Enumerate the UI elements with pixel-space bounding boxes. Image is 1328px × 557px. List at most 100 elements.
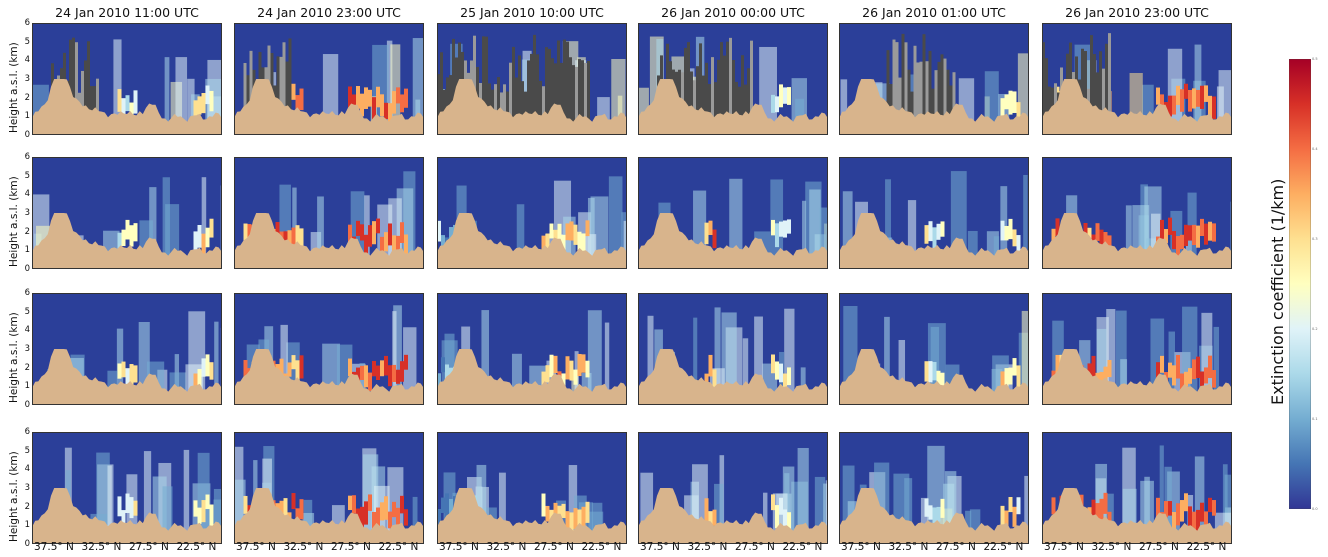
terrain-profile [638,349,828,405]
terrain-profile [839,79,1029,135]
extinction-cell [553,355,558,374]
extinction-cell [1008,90,1013,115]
extinction-cell [545,233,550,254]
extinction-cell [795,98,805,125]
extinction-cell [1208,221,1212,241]
extinction-cell [950,171,967,259]
panel-title: 26 Jan 2010 01:00 UTC [862,5,1006,20]
y-tick-label: 1 [24,111,30,122]
extinction-cell [1091,355,1096,377]
extinction-cell [129,497,134,519]
extinction-cell [1103,492,1108,514]
y-tick-label: 2 [24,501,30,512]
extinction-cell [121,510,126,528]
extinction-cell [1184,83,1188,99]
extinction-cell [1180,500,1184,522]
y-tick-label: 5 [24,306,30,317]
panel-frame [234,293,424,405]
cloud-mask-cell [473,35,476,135]
extinction-cell [175,57,188,125]
extinction-cell [404,354,408,370]
extinction-cell [133,90,138,114]
y-tick-label: 0 [24,130,30,140]
extinction-cell [1017,53,1029,125]
extinction-cell [356,86,360,109]
extinction-cell [884,316,890,395]
extinction-cell [1156,497,1160,519]
extinction-cell [581,372,592,395]
colorbar-tick-label: 0.4 [1312,147,1318,151]
extinction-cell [708,220,713,235]
cloud-mask-cell [928,50,932,135]
extinction-cell [704,222,709,245]
y-tick-label: 2 [24,362,30,373]
extinction-cell [840,79,848,125]
cloud-mask-cell [696,66,699,135]
extinction-cell [819,207,828,259]
extinction-cell [565,356,570,380]
panel-frame [638,293,828,405]
extinction-cell [604,322,610,395]
cloud-mask-cell [279,56,283,135]
extinction-cell [693,190,707,259]
extinction-cell [209,362,214,380]
terrain-profile [437,79,627,135]
extinction-cell [113,39,122,126]
extinction-cell [1192,224,1196,246]
cloud-mask-cell [557,40,560,135]
extinction-cell [1188,368,1192,384]
cloud-mask-cell [515,77,518,135]
extinction-cell [449,227,453,243]
extinction-cell [565,223,570,241]
extinction-cell [1055,218,1060,236]
extinction-cell [279,358,284,380]
profile-panel [437,293,627,405]
cloud-mask-cell [482,36,485,135]
cloud-mask-cell [1090,35,1093,135]
y-tick-label: 0 [24,400,30,410]
x-tick-label: 22.5° N [176,541,217,553]
x-tick-label: 32.5° N [486,541,527,553]
panel-frame [437,157,627,269]
profile-panel [32,23,222,135]
extinction-cell [372,511,376,535]
extinction-cell [437,509,441,526]
extinction-cell [545,365,550,383]
extinction-cell [1188,506,1192,530]
extinction-cell [553,502,558,520]
extinction-cell [623,220,627,259]
x-tick-label: 22.5° N [378,541,419,553]
cloud-mask-cell [711,57,714,135]
extinction-cell [1160,355,1164,373]
terrain-profile [1042,349,1232,405]
extinction-cell [392,501,396,518]
profile-panel [32,432,222,544]
profile-panel [839,293,1029,405]
extinction-cell [545,505,550,522]
cloud-mask-cell [566,41,569,135]
extinction-cell [205,227,210,248]
cloud-mask-cell [717,59,720,135]
extinction-cell [291,227,296,247]
x-tick-label: 32.5° N [687,541,728,553]
extinction-cell [557,223,562,244]
extinction-cell [400,361,404,382]
extinction-cell [388,223,392,246]
extinction-cell [1016,365,1021,389]
extinction-cell [368,89,372,107]
extinction-cell [1218,70,1232,125]
extinction-cell [1168,217,1172,235]
cloud-mask-cell [72,37,75,135]
cloud-mask-cell [720,42,723,135]
extinction-cell [885,179,891,259]
extinction-cell [783,509,787,532]
profile-panel [32,293,222,405]
x-tick-label: 27.5° N [129,541,169,553]
cloud-mask-cell [934,70,938,135]
y-tick-label: 4 [24,325,30,336]
panel-frame [638,23,828,135]
profile-panel [234,23,424,135]
extinction-cell [372,360,376,377]
extinction-cell [928,361,933,383]
extinction-cell [1055,354,1060,378]
